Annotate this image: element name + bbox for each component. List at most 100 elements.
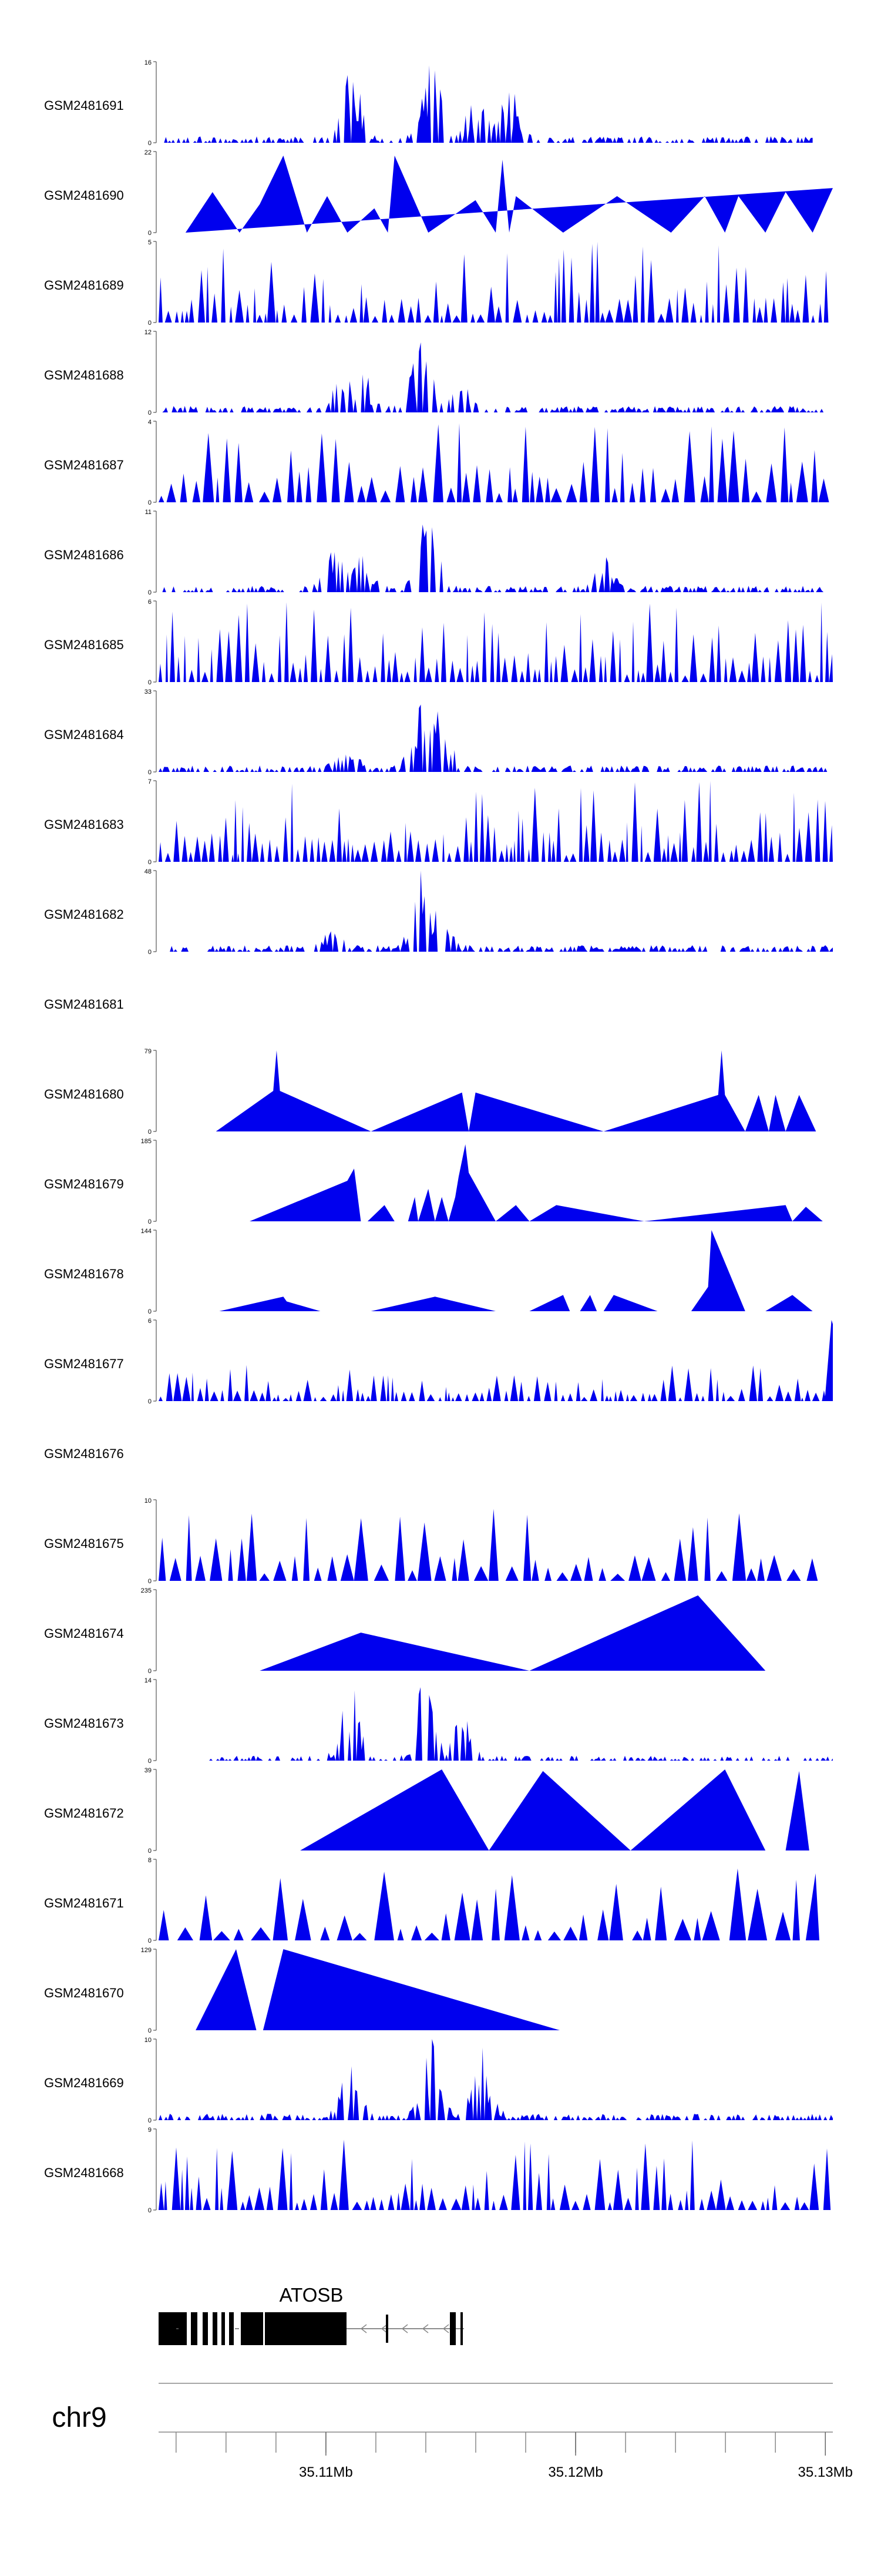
track-coverage-area <box>219 1230 813 1311</box>
track-sample-label: GSM2481688 <box>44 368 124 382</box>
track-sample-label: GSM2481674 <box>44 1626 124 1641</box>
track-coverage-area <box>159 1509 819 1581</box>
gene-exon <box>213 2312 217 2345</box>
track-y-min-label: 0 <box>148 1398 152 1405</box>
gene-label: ATOSB <box>280 2284 344 2306</box>
gene-exon <box>241 2312 263 2345</box>
track-y-max-label: 33 <box>144 688 152 696</box>
track-GSM2481684: GSM2481684 33 0 <box>44 688 833 776</box>
gene-exon <box>450 2312 456 2345</box>
track-y-min-label: 0 <box>148 320 152 327</box>
track-coverage-area <box>159 1868 819 1940</box>
track-coverage-area <box>159 602 833 682</box>
gene-strand-arrow <box>360 2324 367 2333</box>
track-sample-label: GSM2481683 <box>44 817 124 832</box>
track-y-min-label: 0 <box>148 679 152 686</box>
track-y-min-label: 0 <box>148 140 152 147</box>
track-y-min-label: 0 <box>148 1937 152 1944</box>
track-y-max-label: 12 <box>144 329 152 336</box>
track-sample-label: GSM2481678 <box>44 1267 124 1281</box>
track-GSM2481679: GSM2481679 185 0 <box>44 1138 823 1225</box>
axis-tick-label: 35.11Mb <box>299 2464 353 2480</box>
track-y-max-label: 10 <box>144 2037 152 2044</box>
track-GSM2481671: GSM2481671 8 0 <box>44 1857 819 1944</box>
track-GSM2481676: GSM2481676 <box>44 1446 124 1461</box>
axis-tick-label: 35.12Mb <box>548 2464 603 2480</box>
gene-exon <box>221 2312 225 2345</box>
genome-axis-track: chr9 35.11Mb 35.12Mb 35.13Mb <box>52 2383 853 2480</box>
track-sample-label: GSM2481669 <box>44 2075 124 2090</box>
track-y-max-label: 129 <box>141 1947 152 1954</box>
track-sample-label: GSM2481679 <box>44 1177 124 1191</box>
track-sample-label: GSM2481686 <box>44 548 124 562</box>
track-y-min-label: 0 <box>148 1218 152 1225</box>
track-y-min-label: 0 <box>148 1308 152 1315</box>
track-y-max-label: 10 <box>144 1497 152 1504</box>
track-y-min-label: 0 <box>148 499 152 506</box>
track-GSM2481677: GSM2481677 6 0 <box>44 1318 833 1405</box>
track-y-min-label: 0 <box>148 859 152 866</box>
track-coverage-area <box>159 342 833 412</box>
track-GSM2481674: GSM2481674 235 0 <box>44 1587 766 1675</box>
track-sample-label: GSM2481682 <box>44 907 124 922</box>
track-sample-label: GSM2481689 <box>44 278 124 293</box>
gene-strand-arrow <box>401 2324 408 2333</box>
track-y-max-label: 7 <box>148 778 152 785</box>
track-y-max-label: 79 <box>144 1048 152 1055</box>
track-GSM2481675: GSM2481675 10 0 <box>44 1497 819 1585</box>
track-y-min-label: 0 <box>148 949 152 956</box>
track-coverage-area <box>185 155 833 233</box>
track-sample-label: GSM2481690 <box>44 188 124 203</box>
track-y-min-label: 0 <box>148 2117 152 2124</box>
track-sample-label: GSM2481671 <box>44 1896 124 1910</box>
gene-exon <box>191 2312 197 2345</box>
track-GSM2481668: GSM2481668 9 0 <box>44 2127 833 2214</box>
track-coverage-area <box>209 1687 833 1761</box>
track-coverage-area <box>159 423 833 502</box>
track-coverage-area <box>196 1949 560 2030</box>
gene-exon <box>203 2312 208 2345</box>
gene-exon <box>460 2312 463 2345</box>
track-coverage-area <box>159 241 833 323</box>
track-GSM2481691: GSM2481691 16 0 <box>44 59 813 147</box>
track-y-max-label: 48 <box>144 868 152 875</box>
track-y-max-label: 8 <box>148 1857 152 1864</box>
track-sample-label: GSM2481691 <box>44 98 124 113</box>
track-coverage-area <box>300 1769 809 1850</box>
track-y-max-label: 14 <box>144 1677 152 1684</box>
track-sample-label: GSM2481675 <box>44 1536 124 1551</box>
track-y-max-label: 9 <box>148 2127 152 2134</box>
track-y-max-label: 22 <box>144 149 152 156</box>
track-sample-label: GSM2481670 <box>44 1986 124 2000</box>
track-coverage-area <box>159 2039 833 2120</box>
track-y-min-label: 0 <box>148 1578 152 1585</box>
track-y-max-label: 5 <box>148 239 152 246</box>
track-sample-label: GSM2481684 <box>44 727 124 742</box>
track-y-max-label: 144 <box>141 1228 152 1235</box>
track-sample-label: GSM2481676 <box>44 1446 124 1461</box>
track-coverage-area <box>159 704 833 772</box>
track-y-min-label: 0 <box>148 769 152 776</box>
track-GSM2481686: GSM2481686 11 0 <box>44 509 833 596</box>
track-GSM2481678: GSM2481678 144 0 <box>44 1228 813 1315</box>
gene-exon <box>265 2312 347 2345</box>
track-y-max-label: 6 <box>148 1318 152 1325</box>
gene-exon <box>159 2312 187 2345</box>
track-y-max-label: 235 <box>141 1587 152 1594</box>
track-coverage-area <box>159 871 833 952</box>
track-coverage-area <box>159 1320 833 1401</box>
track-coverage-area <box>159 2140 833 2210</box>
track-y-max-label: 39 <box>144 1767 152 1774</box>
track-y-min-label: 0 <box>148 1848 152 1855</box>
track-GSM2481681: GSM2481681 <box>44 997 124 1012</box>
track-GSM2481690: GSM2481690 22 0 <box>44 149 833 237</box>
track-GSM2481673: GSM2481673 14 0 <box>44 1677 833 1765</box>
gene-strand-arrow <box>442 2324 449 2333</box>
gene-strand-arrow <box>422 2324 429 2333</box>
track-y-min-label: 0 <box>148 1758 152 1765</box>
track-GSM2481672: GSM2481672 39 0 <box>44 1767 809 1855</box>
track-coverage-area <box>159 65 813 143</box>
track-y-min-label: 0 <box>148 1668 152 1675</box>
track-GSM2481687: GSM2481687 4 0 <box>44 419 833 506</box>
